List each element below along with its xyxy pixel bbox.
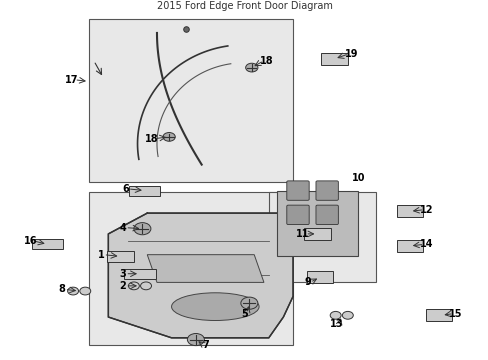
FancyBboxPatch shape (277, 191, 357, 256)
FancyBboxPatch shape (315, 181, 338, 200)
Text: 3: 3 (120, 269, 126, 279)
Circle shape (67, 287, 79, 295)
Text: 19: 19 (344, 49, 358, 59)
Ellipse shape (171, 293, 259, 320)
Polygon shape (147, 255, 264, 282)
Text: 18: 18 (145, 134, 159, 144)
Text: 14: 14 (419, 239, 433, 249)
FancyBboxPatch shape (306, 271, 332, 283)
Circle shape (241, 297, 257, 309)
Text: 11: 11 (296, 229, 309, 239)
Circle shape (140, 282, 151, 290)
Text: 4: 4 (120, 222, 126, 233)
Text: 12: 12 (419, 204, 433, 215)
FancyBboxPatch shape (32, 239, 63, 249)
Title: 2015 Ford Edge Front Door Diagram: 2015 Ford Edge Front Door Diagram (156, 1, 332, 12)
Text: 1: 1 (98, 250, 104, 260)
FancyBboxPatch shape (315, 205, 338, 225)
Text: 17: 17 (65, 75, 79, 85)
FancyBboxPatch shape (396, 240, 422, 252)
FancyBboxPatch shape (286, 181, 308, 200)
Text: 16: 16 (24, 236, 37, 246)
FancyBboxPatch shape (129, 185, 160, 195)
Circle shape (163, 132, 175, 141)
FancyBboxPatch shape (124, 269, 155, 279)
Text: 15: 15 (448, 309, 462, 319)
FancyBboxPatch shape (107, 251, 133, 262)
Circle shape (80, 287, 91, 295)
Polygon shape (108, 213, 292, 338)
Text: 8: 8 (59, 284, 65, 294)
Text: 2: 2 (120, 281, 126, 291)
Text: 7: 7 (202, 340, 208, 350)
Text: 13: 13 (329, 319, 343, 329)
Text: 9: 9 (304, 278, 310, 287)
Text: 10: 10 (351, 174, 365, 184)
Circle shape (134, 222, 151, 235)
Circle shape (245, 63, 257, 72)
FancyBboxPatch shape (321, 53, 347, 65)
FancyBboxPatch shape (89, 19, 292, 182)
Text: 18: 18 (259, 56, 273, 66)
Circle shape (128, 282, 139, 290)
Text: 5: 5 (241, 309, 247, 319)
FancyBboxPatch shape (89, 192, 292, 345)
FancyBboxPatch shape (396, 206, 422, 217)
Circle shape (329, 311, 341, 319)
Circle shape (187, 333, 204, 346)
Text: 6: 6 (122, 184, 128, 194)
FancyBboxPatch shape (286, 205, 308, 225)
Circle shape (342, 311, 352, 319)
FancyBboxPatch shape (304, 228, 330, 240)
FancyBboxPatch shape (268, 192, 375, 282)
FancyBboxPatch shape (425, 309, 451, 321)
